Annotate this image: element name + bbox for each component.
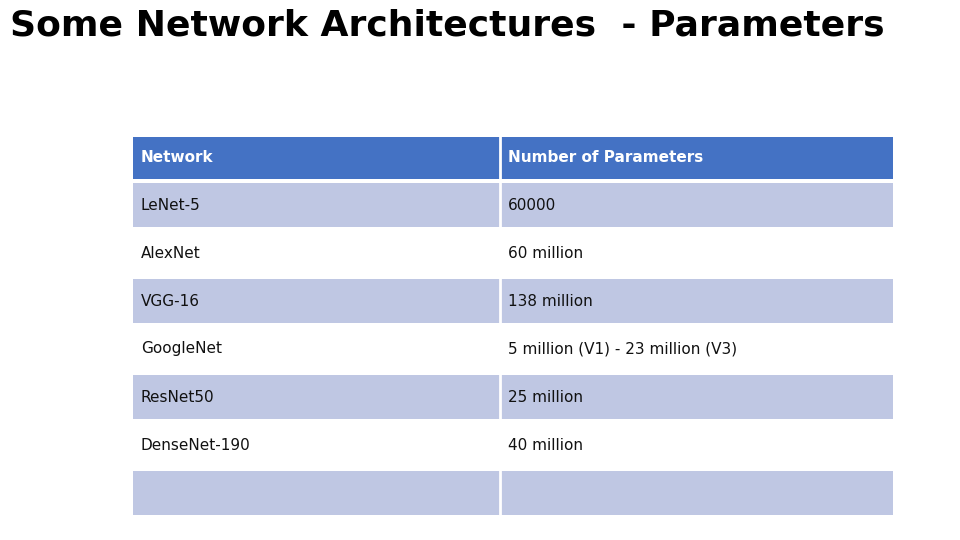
FancyBboxPatch shape	[500, 137, 893, 179]
Text: Number of Parameters: Number of Parameters	[508, 151, 704, 165]
FancyBboxPatch shape	[133, 423, 500, 467]
FancyBboxPatch shape	[133, 327, 500, 371]
FancyBboxPatch shape	[500, 279, 893, 323]
FancyBboxPatch shape	[500, 231, 893, 275]
Text: 138 million: 138 million	[508, 294, 592, 308]
FancyBboxPatch shape	[133, 183, 500, 227]
Text: GoogleNet: GoogleNet	[141, 341, 222, 356]
Text: Some Network Architectures  - Parameters: Some Network Architectures - Parameters	[10, 8, 884, 42]
FancyBboxPatch shape	[133, 375, 500, 419]
FancyBboxPatch shape	[500, 375, 893, 419]
FancyBboxPatch shape	[133, 279, 500, 323]
FancyBboxPatch shape	[133, 471, 500, 515]
Text: AlexNet: AlexNet	[141, 246, 201, 260]
Text: 60000: 60000	[508, 198, 556, 213]
FancyBboxPatch shape	[133, 231, 500, 275]
Text: 40 million: 40 million	[508, 437, 583, 453]
Text: LeNet-5: LeNet-5	[141, 198, 201, 213]
FancyBboxPatch shape	[500, 471, 893, 515]
FancyBboxPatch shape	[500, 183, 893, 227]
Text: 5 million (V1) - 23 million (V3): 5 million (V1) - 23 million (V3)	[508, 341, 737, 356]
Text: 60 million: 60 million	[508, 246, 583, 260]
FancyBboxPatch shape	[133, 137, 500, 179]
Text: Network: Network	[141, 151, 214, 165]
Text: 25 million: 25 million	[508, 389, 583, 404]
FancyBboxPatch shape	[500, 423, 893, 467]
Text: VGG-16: VGG-16	[141, 294, 200, 308]
Text: DenseNet-190: DenseNet-190	[141, 437, 251, 453]
FancyBboxPatch shape	[500, 327, 893, 371]
Text: ResNet50: ResNet50	[141, 389, 215, 404]
